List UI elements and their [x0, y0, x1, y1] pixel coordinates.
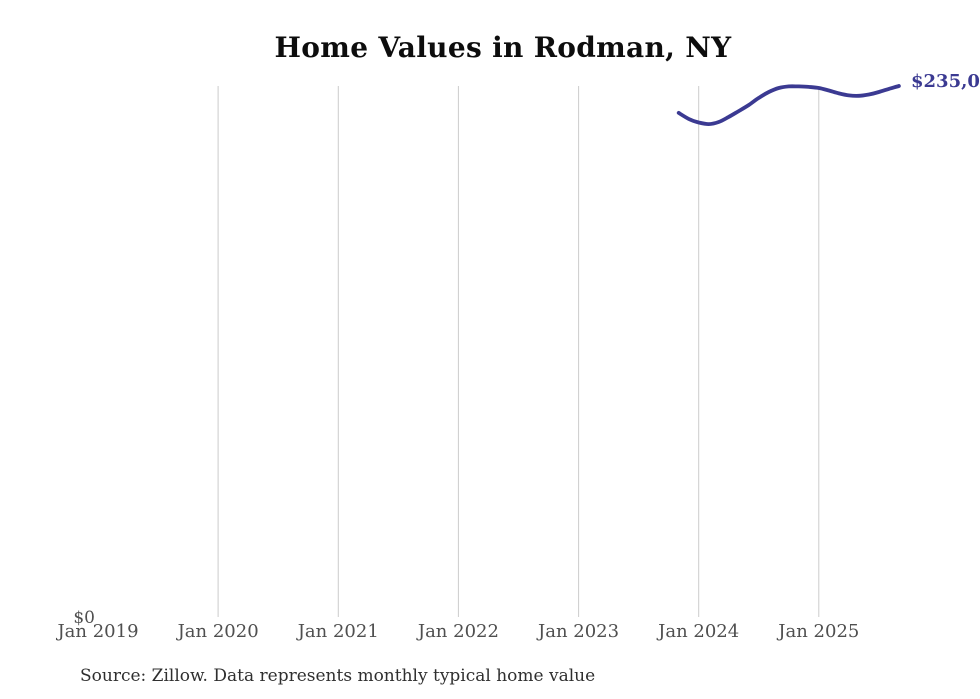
- y-axis-zero-label: $0: [73, 608, 95, 628]
- x-tick-label: Jan 2024: [658, 621, 740, 642]
- x-tick-label: Jan 2021: [297, 621, 379, 642]
- x-tick-label: Jan 2019: [57, 621, 139, 642]
- x-tick-label: Jan 2020: [177, 621, 259, 642]
- source-note: Source: Zillow. Data represents monthly …: [80, 666, 596, 686]
- price-line: [676, 84, 901, 126]
- latest-value-label: $235,000: [911, 71, 980, 92]
- x-tick-label: Jan 2022: [417, 621, 499, 642]
- x-tick-label: Jan 2025: [778, 621, 860, 642]
- vertical-gridlines: [217, 86, 820, 617]
- x-tick-label: Jan 2023: [538, 621, 620, 642]
- chart-title: Home Values in Rodman, NY: [274, 31, 732, 64]
